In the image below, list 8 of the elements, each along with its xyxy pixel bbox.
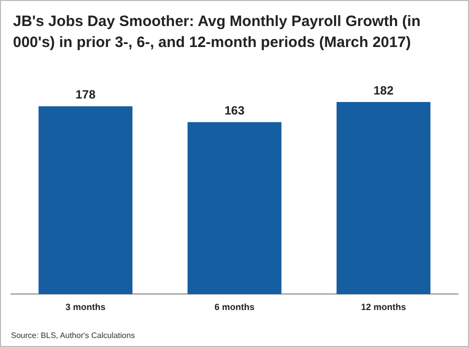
data-label: 178 [75,88,96,102]
source-note: Source: BLS, Author's Calculations [11,331,135,340]
x-tick-label: 6 months [214,302,255,312]
x-tick-label: 12 months [360,302,406,312]
x-tick-label: 3 months [65,302,106,312]
data-label: 182 [373,83,394,98]
data-label: 163 [224,103,245,118]
chart-title: JB's Jobs Day Smoother: Avg Monthly Payroll Growth (in 000's) in prior 3-, 6-, and 12-month periods (March 2017) [12,12,422,53]
